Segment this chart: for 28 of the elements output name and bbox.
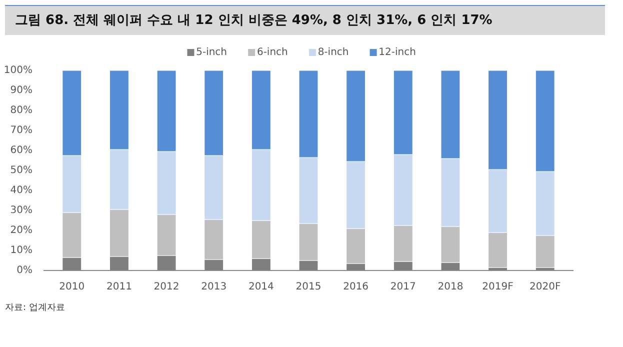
x-tick-label: 2014 — [248, 282, 274, 292]
y-tick-label: 10% — [10, 245, 33, 256]
y-tick-label: 30% — [10, 205, 33, 216]
legend-label: 12-inch — [378, 47, 416, 58]
x-tick-label: 2012 — [154, 282, 180, 292]
y-tick-label: 0% — [16, 265, 33, 276]
y-tick-label: 40% — [10, 185, 33, 196]
x-tick-label: 2015 — [296, 282, 322, 292]
legend-label: 6-inch — [256, 47, 288, 58]
y-tick-label: 90% — [10, 85, 33, 96]
x-tick-label: 2011 — [106, 282, 132, 292]
y-tick-label: 20% — [10, 225, 33, 236]
text: 자료: 업계자료 — [5, 302, 65, 315]
x-tick-label: 2016 — [343, 282, 369, 292]
y-tick-label: 80% — [10, 105, 33, 116]
x-tick-label: 2020F — [530, 282, 561, 292]
y-tick-label: 50% — [10, 165, 33, 176]
y-tick-label: 100% — [4, 65, 33, 76]
y-tick-label: 60% — [10, 145, 33, 156]
x-tick-label: 2017 — [390, 282, 416, 292]
x-tick-label: 2013 — [201, 282, 227, 292]
y-tick-label: 70% — [10, 125, 33, 136]
legend-label: 5-inch — [196, 47, 228, 58]
legend-label: 8-inch — [318, 47, 349, 58]
x-tick-label: 2010 — [59, 282, 85, 292]
x-tick-label: 2019F — [482, 282, 514, 292]
chart-title: 그림 68. 전체 웨이퍼 수요 내 12 인치 비중은 49%, 8 인치 31%, 6 인치 17% — [15, 12, 492, 30]
x-tick-label: 2018 — [438, 282, 464, 292]
